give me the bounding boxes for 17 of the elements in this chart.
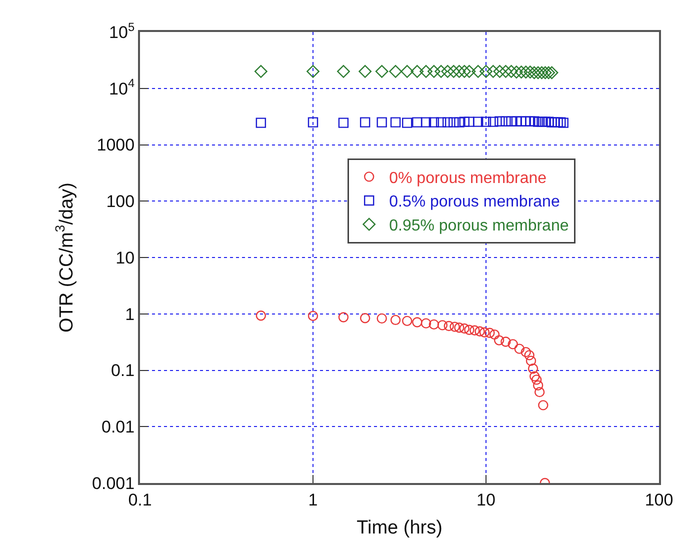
legend-label: 0.95% porous membrane — [389, 218, 569, 235]
x-tick-label: 1 — [308, 490, 318, 510]
y-tick-label: 10 — [116, 248, 135, 268]
legend-label: 0% porous membrane — [389, 170, 547, 187]
y-tick-label: 1000 — [96, 136, 135, 155]
y-tick-label: 100 — [106, 192, 135, 212]
x-axis-title: Time (hrs) — [356, 518, 442, 539]
y-tick-label: 0.001 — [92, 474, 135, 493]
legend-label: 0.5% porous membrane — [389, 194, 560, 211]
x-tick-label: 0.1 — [128, 490, 152, 510]
x-tick-label: 100 — [644, 490, 674, 510]
y-tick-label: 0.01 — [102, 418, 135, 437]
y-tick-label: 10$^{4}$ — [109, 76, 135, 98]
y-tick-label: 10$^{5}$ — [109, 20, 135, 42]
y-tick-label: 0.1 — [110, 361, 135, 380]
x-tick-label: 10 — [476, 490, 496, 510]
y-tick-label: 1 — [125, 304, 135, 324]
